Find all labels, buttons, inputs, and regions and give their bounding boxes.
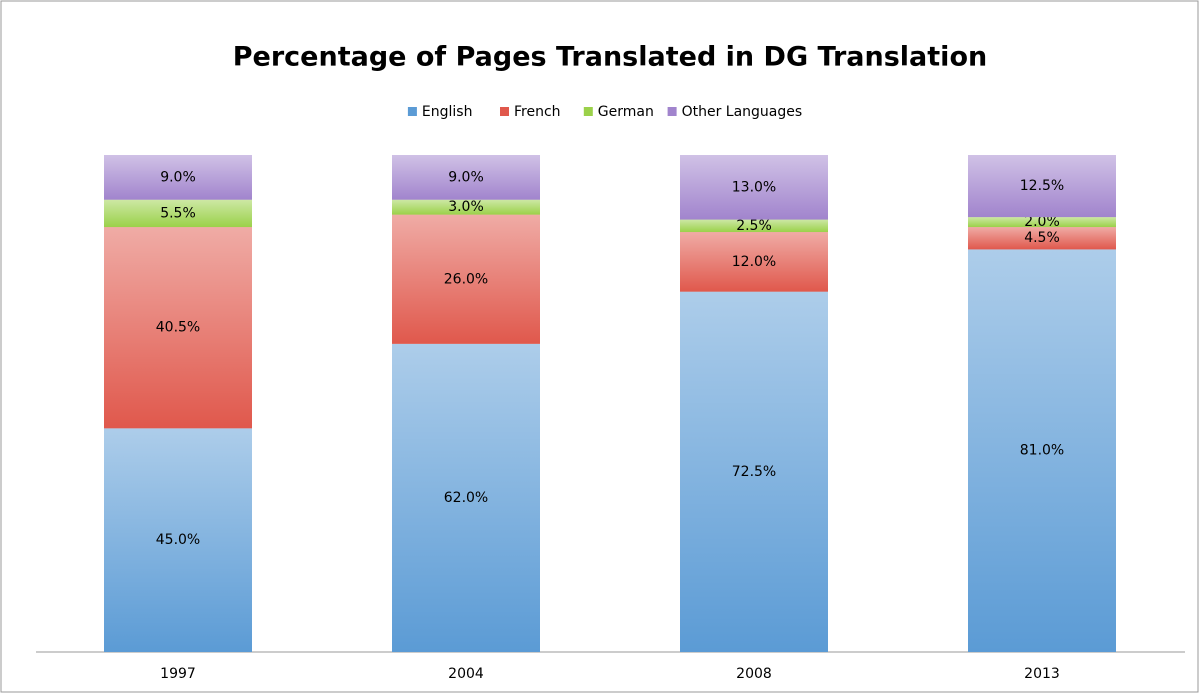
legend-label: Other Languages [682,104,803,120]
bar-shine [968,227,1116,250]
data-label: 45.0% [156,532,200,548]
bar-shine [968,217,1116,228]
bar-shine [392,214,540,344]
data-label: 4.5% [1024,230,1060,246]
data-label: 81.0% [1020,443,1064,459]
legend-swatch [407,107,417,116]
data-label: 9.0% [448,169,484,185]
bar-shine [392,199,540,215]
data-label: 72.5% [732,464,776,480]
bar-shine [104,155,252,200]
bar-shine [104,199,252,228]
chart-title: Percentage of Pages Translated in DG Tra… [233,42,987,73]
legend-swatch [667,107,677,116]
data-label: 5.5% [160,205,196,221]
bar-shine [680,291,828,652]
bar-shine [680,219,828,233]
legend-label: English [422,104,473,120]
bar-shine [104,227,252,429]
data-label: 12.5% [1020,178,1064,194]
data-label: 12.0% [732,254,776,270]
x-tick-label: 1997 [160,666,196,682]
bar-shine [968,155,1116,218]
data-label: 2.5% [736,218,772,234]
legend-swatch [500,107,509,116]
data-label: 2.0% [1024,214,1060,230]
bar-shine [968,249,1116,652]
data-label: 26.0% [444,271,488,287]
data-label: 62.0% [444,490,488,506]
data-label: 3.0% [448,199,484,215]
data-label: 40.5% [156,320,200,336]
legend-label: French [514,104,561,120]
x-tick-label: 2004 [448,666,484,682]
x-tick-label: 2008 [736,666,772,682]
bar-shine [680,155,828,220]
legend-swatch [583,107,593,116]
x-tick-label: 2013 [1024,666,1060,682]
bar-shine [392,343,540,652]
data-label: 9.0% [160,169,196,185]
legend-label: German [598,104,654,120]
bar-shine [680,232,828,292]
data-label: 13.0% [732,179,776,195]
bar-shine [104,428,252,652]
bar-shine [392,155,540,200]
